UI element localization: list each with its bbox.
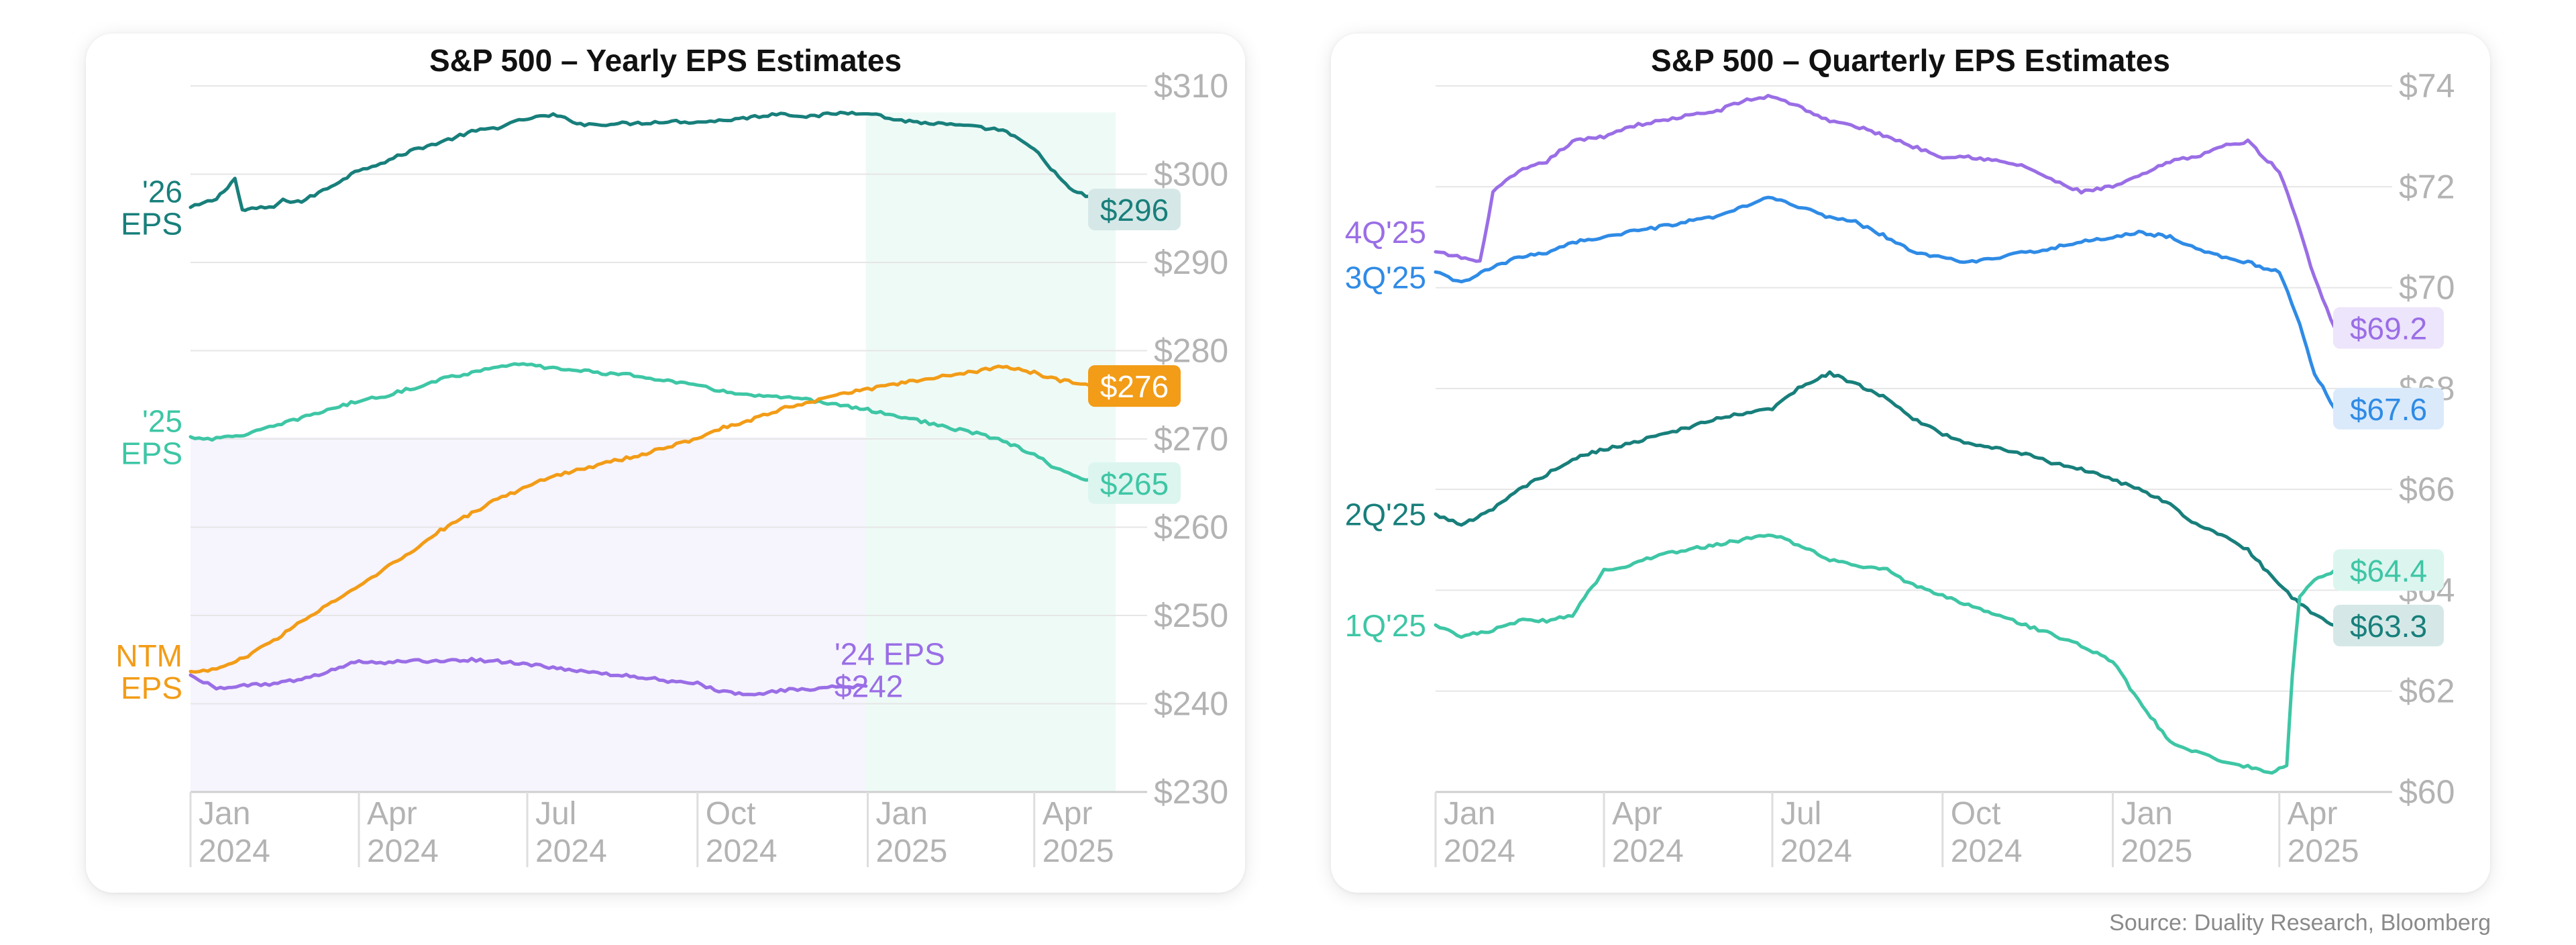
series-label: NTM EPS (115, 638, 182, 705)
shaded-region (865, 112, 1116, 792)
series-line (189, 656, 868, 697)
x-tick-label: Apr 2025 (1042, 796, 1114, 869)
series-label: 3Q'25 (1345, 260, 1426, 295)
y-tick-label: $310 (1154, 67, 1228, 105)
series-line (1434, 370, 2337, 628)
end-value-badge-bg (1088, 189, 1181, 231)
shaded-region (191, 437, 866, 792)
y-tick-label: $240 (1154, 685, 1228, 723)
y-tick-label: $290 (1154, 244, 1228, 281)
end-value-label: $64.4 (2350, 553, 2427, 588)
end-value-badge: $64.4 (2333, 549, 2444, 591)
series-label: '24 EPS $242 (835, 637, 945, 704)
y-tick-label: $60 (2399, 773, 2455, 811)
x-tick-label: Jul 2024 (1780, 796, 1852, 869)
end-value-badge-bg (2333, 605, 2444, 647)
series-line (1434, 93, 2337, 330)
end-value-label: $276 (1100, 369, 1169, 404)
end-value-badge: $265 (1088, 462, 1181, 504)
quarterly-eps-chart: S&P 500 – Quarterly EPS Estimates $60 $62 $… (1345, 43, 2455, 869)
x-tick-label: Jan 2024 (1444, 796, 1515, 869)
end-value-badge-bg (2333, 387, 2444, 430)
end-value-badge-bg (2333, 549, 2444, 591)
end-value-badge-bg (1088, 365, 1181, 407)
end-value-badge-bg (2333, 307, 2444, 349)
x-tick-label: Apr 2024 (1612, 796, 1684, 869)
y-tick-label: $280 (1154, 332, 1228, 370)
series-label: '26 EPS (121, 174, 182, 241)
x-tick-label: Oct 2024 (706, 796, 777, 869)
x-tick-label: Jan 2025 (2121, 796, 2193, 869)
chart-title: S&P 500 – Quarterly EPS Estimates (1651, 43, 2170, 78)
y-tick-label: $72 (2399, 168, 2455, 205)
series-label: 4Q'25 (1345, 215, 1426, 250)
end-value-label: $67.6 (2350, 392, 2427, 427)
series-line (1434, 195, 2337, 411)
series-line (1434, 533, 2337, 775)
series-line (189, 364, 1118, 674)
end-value-badge: $296 (1088, 189, 1181, 231)
x-tick-label: Apr 2024 (367, 796, 439, 869)
end-value-label: $265 (1100, 466, 1169, 501)
series-label: 2Q'25 (1345, 497, 1426, 532)
y-tick-label: $74 (2399, 67, 2455, 105)
x-tick-label: Oct 2024 (1951, 796, 2023, 869)
y-tick-label: $300 (1154, 156, 1228, 193)
source-note: Source: Duality Research, Bloomberg (2109, 910, 2491, 936)
chart-title: S&P 500 – Yearly EPS Estimates (429, 43, 902, 78)
x-tick-label: Jan 2024 (199, 796, 270, 869)
series-line (189, 110, 1118, 212)
y-tick-label: $62 (2399, 673, 2455, 710)
y-tick-label: $260 (1154, 509, 1228, 546)
end-value-badge: $69.2 (2333, 307, 2444, 349)
end-value-label: $63.3 (2350, 609, 2427, 644)
end-value-label: $296 (1100, 193, 1169, 228)
end-value-badge: $67.6 (2333, 387, 2444, 430)
series-label: 1Q'25 (1345, 608, 1426, 643)
x-tick-label: Jul 2024 (535, 796, 607, 869)
series-label: '25 EPS (121, 403, 182, 470)
quarterly-eps-chart-panel: S&P 500 – Quarterly EPS Estimates $60 $62 $… (1331, 34, 2490, 893)
end-value-badge: $276 (1088, 365, 1181, 407)
yearly-eps-chart: S&P 500 – Yearly EPS Estimates $230 $240 $2… (115, 43, 1228, 869)
x-tick-label: Apr 2025 (2288, 796, 2359, 869)
end-value-badge: $63.3 (2333, 605, 2444, 647)
y-tick-label: $230 (1154, 773, 1228, 811)
y-tick-label: $70 (2399, 269, 2455, 307)
x-tick-label: Jan 2025 (876, 796, 948, 869)
yearly-eps-chart-panel: S&P 500 – Yearly EPS Estimates $230 $240 $2… (86, 34, 1245, 893)
end-value-label: $69.2 (2350, 311, 2427, 346)
y-tick-label: $270 (1154, 420, 1228, 458)
end-value-badge-bg (1088, 462, 1181, 504)
series-line (189, 362, 1118, 486)
y-tick-label: $66 (2399, 470, 2455, 508)
y-tick-label: $250 (1154, 597, 1228, 634)
